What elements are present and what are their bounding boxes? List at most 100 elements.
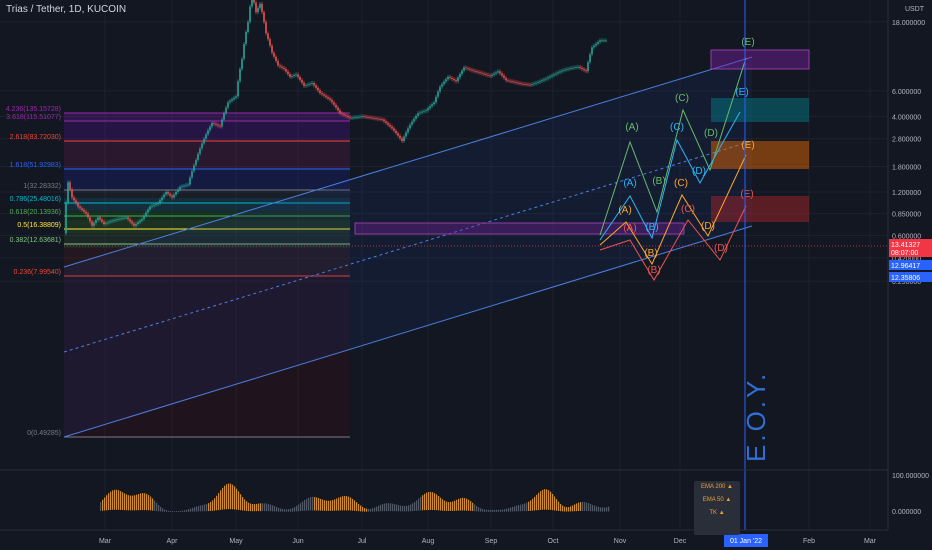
oscillator-bar [562,505,564,512]
candle-body [197,153,199,160]
candle-body [227,102,229,108]
oscillator-bar [124,493,126,511]
candle-body [383,119,385,122]
oscillator-bar [238,491,240,510]
candle-body [447,76,449,80]
wave-label-16: (C) [681,204,695,215]
candle-body [163,194,165,198]
oscillator-bar [592,504,594,512]
oscillator-bar [108,493,110,511]
oscillator-bar [414,502,416,512]
oscillator-bar [596,506,598,512]
oscillator-bar [296,505,298,512]
candle-body [231,99,233,101]
candle-body [417,113,419,116]
oscillator-bar [470,501,472,511]
candle-body [99,217,101,220]
candle-body [341,113,343,115]
symbol-title[interactable]: Trias / Tether, 1D, KUCOIN [6,4,127,15]
oscillator-bar [566,507,568,512]
candle-body [415,115,417,119]
oscillator-bar [100,502,102,511]
oscillator-bar [192,507,194,512]
oscillator-bar [428,491,430,510]
time-tick-3: Jun [292,538,303,545]
oscillator-bar [476,505,478,512]
candle-body [495,72,497,74]
oscillator-bar [388,503,390,512]
oscillator-bar [352,498,354,511]
price-label-box-0 [889,239,932,257]
candle-body [377,118,379,120]
candle-body [451,77,453,79]
target-box-green-e [710,49,810,70]
candle-body [427,108,429,111]
candle-body [233,97,235,100]
candle-body [591,47,593,55]
candle-body [463,67,465,71]
candle-body [149,206,151,210]
oscillator-bar [178,510,180,512]
candle-body [193,165,195,172]
oscillator-bar [122,492,124,511]
oscillator-bar [102,499,104,511]
oscillator-bar [574,504,576,512]
candle-body [307,84,309,86]
oscillator-bar [550,491,552,510]
oscillator-bar [298,504,300,512]
oscillator-bar [338,497,340,511]
oscillator-bar [346,496,348,511]
indicator-legend[interactable]: EMA 200 ▲ EMA 50 ▲ TK ▲ [694,481,740,535]
candle-body [559,71,561,73]
oscillator-bar [302,501,304,511]
wave-label-14: (D) [701,221,715,232]
oscillator-bar [422,495,424,511]
oscillator-bar [202,505,204,512]
oscillator-bar [370,508,372,512]
oscillator-bar [164,509,166,512]
candle-body [65,202,67,234]
candle-body [133,223,135,226]
oscillator-bar [136,494,138,511]
candle-body [229,100,231,103]
candle-body [365,116,367,118]
candle-body [113,220,115,222]
wave-label-13: (B) [644,248,657,259]
oscillator-bar [292,508,294,512]
oscillator-bar [514,506,516,512]
oscillator-bar [406,505,408,512]
oscillator-bar [232,484,234,510]
oscillator-bar [366,508,368,512]
oscillator-bar [266,503,268,512]
oscillator-tick-0: 100.000000 [892,473,929,480]
candle-body [261,3,263,13]
price-tick-11: 4.000000 [892,114,921,121]
oscillator-bar [458,498,460,511]
indicator-ema50: EMA 50 ▲ [702,497,732,503]
candle-body [549,76,551,78]
candle-body [587,62,589,72]
candle-body [413,118,415,122]
oscillator-bar [378,505,380,512]
candle-body [599,40,601,43]
time-tick-5: Aug [422,538,435,545]
oscillator-bar [416,500,418,511]
oscillator-bar [328,500,330,511]
candle-body [397,133,399,136]
channel-fill [64,57,752,437]
oscillator-bar [490,509,492,512]
candle-body [399,135,401,139]
candle-body [493,73,495,75]
oscillator-bar [538,492,540,511]
candle-body [491,74,493,77]
candle-body [509,80,511,82]
candle-body [459,74,461,78]
candle-body [207,130,209,135]
price-tick-16: 0.600000 [892,233,921,240]
candle-body [301,79,303,83]
oscillator-bar [372,508,374,512]
candle-body [407,128,409,133]
oscillator-bar [390,503,392,512]
wave-path-red [599,205,747,281]
